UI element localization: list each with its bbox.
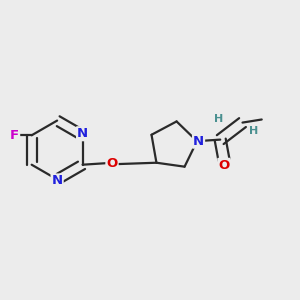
Text: N: N [77,127,88,140]
Text: H: H [249,126,259,136]
Text: F: F [10,129,19,142]
Text: N: N [52,175,63,188]
Text: O: O [218,159,230,172]
Text: O: O [106,157,118,170]
Text: N: N [193,135,204,148]
Text: H: H [214,114,223,124]
